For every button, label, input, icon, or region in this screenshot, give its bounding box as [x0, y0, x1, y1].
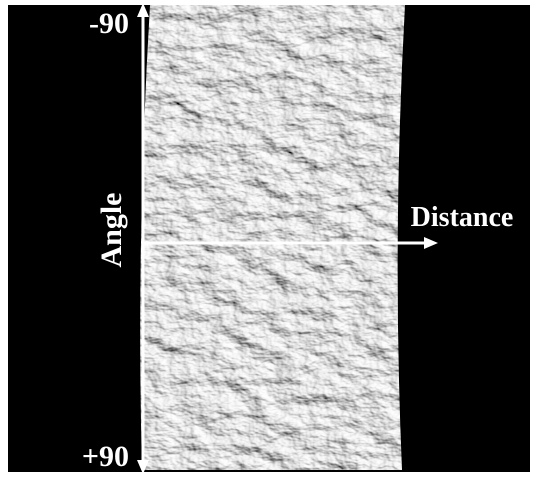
figure: -90 +90 Angle Distance — [0, 0, 536, 477]
sinogram — [130, 0, 420, 477]
vertical-axis-label: Angle — [95, 193, 128, 268]
bottom-label: +90 — [82, 440, 129, 473]
top-label: -90 — [89, 7, 129, 40]
horizontal-axis-label: Distance — [411, 202, 514, 233]
